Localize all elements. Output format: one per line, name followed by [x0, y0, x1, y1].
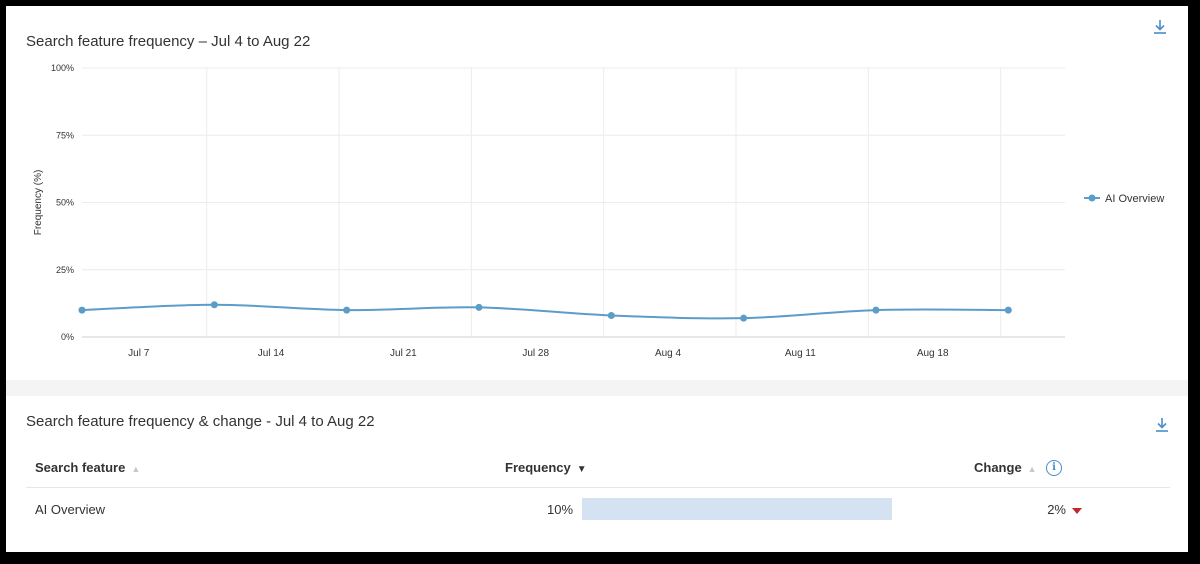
- frequency-bar: [582, 498, 892, 520]
- data-point: [210, 301, 218, 309]
- column-header-label: Change: [974, 460, 1022, 475]
- data-point: [740, 314, 748, 322]
- data-point: [475, 303, 483, 311]
- table-row-change: 2%: [1042, 502, 1082, 517]
- section-divider: [6, 380, 1188, 396]
- y-tick-label: 25%: [56, 265, 74, 275]
- line-chart: 100% 75% 50% 25% 0% Jul 7 Jul 14 Jul 21 Jul 28 Au…: [33, 63, 1164, 359]
- table-header-divider: [26, 487, 1170, 488]
- column-header-label: Frequency: [505, 460, 571, 475]
- table-row-feature: AI Overview: [35, 502, 106, 517]
- chart-title: Search feature frequency – Jul 4 to Aug …: [26, 33, 311, 50]
- column-header-search-feature[interactable]: Search feature ▲: [35, 460, 140, 475]
- chart-card: Search feature frequency – Jul 4 to Aug …: [6, 6, 1188, 380]
- sort-up-icon: ▲: [131, 464, 141, 474]
- data-point: [78, 306, 86, 314]
- legend-label: AI Overview: [1105, 193, 1164, 205]
- download-icon[interactable]: [1153, 416, 1171, 434]
- x-tick-label: Jul 21: [390, 348, 417, 359]
- x-tick-label: Aug 4: [655, 348, 682, 359]
- x-tick-label: Aug 18: [917, 348, 949, 359]
- x-tick-label: Jul 7: [128, 348, 150, 359]
- series-line: [81, 303, 1009, 320]
- data-point: [1004, 306, 1012, 314]
- y-tick-label: 75%: [56, 130, 74, 140]
- y-tick-label: 50%: [56, 198, 74, 208]
- x-tick-label: Jul 14: [258, 348, 285, 359]
- legend-marker: [1088, 194, 1096, 202]
- column-header-label: Search feature: [35, 460, 126, 475]
- data-point: [607, 311, 615, 319]
- download-icon[interactable]: [1151, 18, 1169, 36]
- column-header-change[interactable]: Change ▲: [974, 460, 1037, 475]
- table-row-frequency: 10%: [547, 502, 574, 517]
- table-title: Search feature frequency & change - Jul …: [26, 413, 375, 430]
- change-value: 2%: [1047, 502, 1066, 517]
- sort-down-icon: ▼: [576, 464, 587, 475]
- change-down-icon: [1072, 507, 1082, 514]
- data-point: [872, 306, 880, 314]
- data-point: [343, 306, 351, 314]
- sort-up-icon: ▲: [1027, 464, 1037, 474]
- y-tick-label: 0%: [61, 332, 74, 342]
- column-header-frequency[interactable]: Frequency ▼: [505, 460, 587, 475]
- x-tick-label: Aug 11: [785, 348, 816, 359]
- x-tick-label: Jul 28: [522, 348, 549, 359]
- info-icon[interactable]: i: [1046, 460, 1062, 476]
- table-card: Search feature frequency & change - Jul …: [6, 396, 1188, 552]
- y-axis-label: Frequency (%): [33, 170, 44, 236]
- y-tick-label: 100%: [51, 63, 74, 73]
